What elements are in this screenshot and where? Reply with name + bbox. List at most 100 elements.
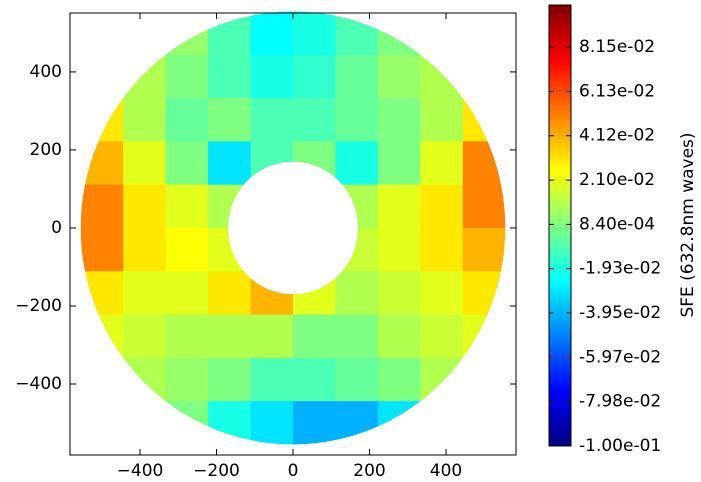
heatmap-cell [80, 98, 124, 142]
heatmap-cell [293, 271, 336, 316]
heatmap-cell [293, 11, 336, 56]
colorbar-tick-label: -1.93e-02 [579, 259, 661, 279]
heatmap-cell [377, 314, 421, 359]
x-tick-label: −400 [117, 461, 164, 481]
heatmap-cell [377, 54, 421, 99]
heatmap-cell [165, 11, 209, 56]
heatmap-cell [208, 11, 252, 56]
x-tick-label: −200 [193, 461, 240, 481]
heatmap-cell [335, 54, 379, 99]
heatmap-cell [165, 141, 209, 186]
heatmap-cell [377, 271, 421, 316]
colorbar-tick-label: -7.98e-02 [579, 392, 661, 412]
heatmap-cell [250, 141, 294, 186]
heatmap-cell [420, 271, 464, 316]
heatmap-cell [250, 314, 294, 359]
heatmap-cell [250, 54, 294, 99]
heatmap-cell [165, 314, 209, 359]
heatmap-cell [462, 271, 506, 316]
heatmap-cell [335, 314, 379, 359]
heatmap-cell [293, 357, 336, 402]
heatmap-cell [80, 184, 124, 229]
colorbar-tick-label: -1.00e-01 [579, 436, 661, 456]
heatmap-cell [335, 184, 379, 229]
heatmap-cell [420, 357, 464, 402]
colorbar [548, 4, 572, 447]
heatmap-cell [377, 98, 421, 142]
heatmap-cell [80, 227, 124, 272]
heatmap-cell [165, 271, 209, 316]
heatmap-cell [462, 314, 506, 359]
heatmap-cell [377, 184, 421, 229]
heatmap-cell [335, 357, 379, 402]
heatmap-cell [208, 184, 252, 229]
heatmap-cell [335, 227, 379, 272]
heatmap-cell [377, 401, 421, 445]
heatmap-cell [335, 271, 379, 316]
heatmap-cell [165, 54, 209, 99]
heatmap-cell [420, 141, 464, 186]
heatmap-cell [335, 401, 379, 445]
heatmap-cell [293, 54, 336, 99]
heatmap-cell [123, 227, 167, 272]
colorbar-tick-label: 2.10e-02 [579, 170, 655, 190]
heatmap-cell [165, 184, 209, 229]
heatmap-cell [208, 227, 252, 272]
heatmap-cell [250, 271, 294, 316]
heatmap-cell [165, 401, 209, 445]
heatmap-cell [420, 54, 464, 99]
heatmap-cell [250, 357, 294, 402]
heatmap-cell [293, 401, 336, 445]
heatmap-cell [165, 227, 209, 272]
heatmap-cell [250, 401, 294, 445]
heatmap-cell [80, 271, 124, 316]
y-tick-label: −400 [15, 374, 62, 394]
heatmap-cell [123, 141, 167, 186]
heatmap-cell [420, 227, 464, 272]
x-tick-label: 200 [353, 461, 385, 481]
heatmap-cell [462, 141, 506, 186]
heatmap-cell [293, 98, 336, 142]
y-tick-label: 0 [51, 218, 62, 238]
x-tick-label: 0 [288, 461, 299, 481]
heatmap-cell [208, 314, 252, 359]
y-tick-label: −200 [15, 296, 62, 316]
colorbar-label: SFE (632.8nm waves) [678, 132, 698, 317]
heatmap-cell [80, 314, 124, 359]
heatmap-cell [208, 271, 252, 316]
colorbar-tick-label: 8.40e-04 [579, 214, 655, 234]
heatmap [80, 11, 506, 445]
heatmap-cell [293, 314, 336, 359]
heatmap-cell [462, 184, 506, 229]
colorbar-tick-label: 4.12e-02 [579, 126, 655, 146]
heatmap-cell [462, 98, 506, 142]
heatmap-cell [250, 11, 294, 56]
heatmap-cell [123, 54, 167, 99]
heatmap-cell [377, 11, 421, 56]
heatmap-cell [80, 141, 124, 186]
heatmap-cell [208, 54, 252, 99]
heatmap-cell [123, 271, 167, 316]
heatmap-cell [377, 227, 421, 272]
heatmap-cell [335, 98, 379, 142]
colorbar-tick-label: 6.13e-02 [579, 82, 655, 102]
heatmap-cell [165, 357, 209, 402]
heatmap-cell [165, 98, 209, 142]
heatmap-cell [293, 141, 336, 186]
heatmap-cell [420, 184, 464, 229]
heatmap-cell [377, 357, 421, 402]
heatmap-cell [123, 314, 167, 359]
heatmap-cell [462, 227, 506, 272]
heatmap-cell [420, 98, 464, 142]
heatmap-cell [123, 357, 167, 402]
heatmap-cell [208, 141, 252, 186]
heatmap-cell [377, 141, 421, 186]
heatmap-cell [123, 98, 167, 142]
colorbar-tick-label: -5.97e-02 [579, 347, 661, 367]
x-tick-label: 400 [430, 461, 462, 481]
colorbar-tick-label: 8.15e-02 [579, 37, 655, 57]
heatmap-cell [208, 98, 252, 142]
y-tick-label: 200 [30, 140, 62, 160]
heatmap-cell [335, 11, 379, 56]
